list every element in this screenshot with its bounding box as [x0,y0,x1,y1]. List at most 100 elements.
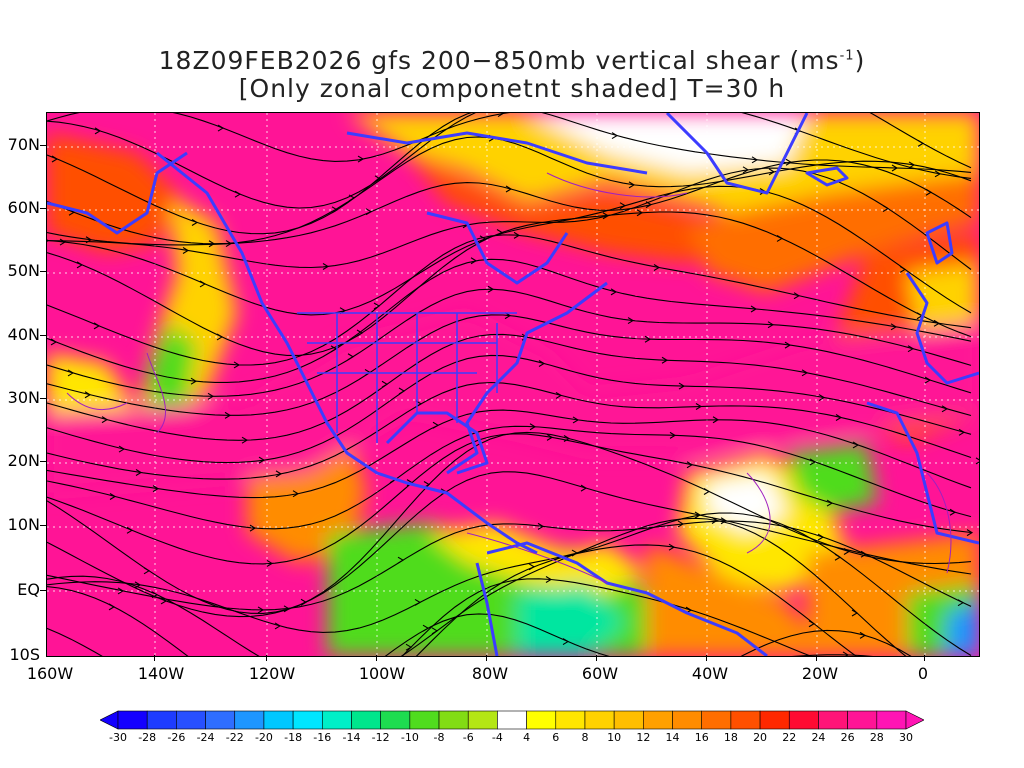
streamline [47,431,972,614]
streamline-arrow [834,553,842,561]
colorbar-swatch [321,710,352,730]
streamline-arrow [94,127,102,135]
coast-greenland [665,113,809,195]
streamline-arrow [695,403,703,410]
streamline-arrow [555,391,563,399]
streamline [740,629,912,656]
streamline-arrow [224,411,232,419]
streamline-arrow [669,431,677,439]
lat-tick [40,335,46,336]
streamline-arrow [405,643,413,651]
streamline-arrow [432,421,440,429]
lon-tick [596,655,597,661]
colorbar-tick-label: -18 [284,731,303,744]
streamline-arrow [925,188,933,196]
streamline-arrow [357,155,365,163]
field-atl-orange [647,543,827,656]
colorbar-swatch [117,710,148,730]
streamline-arrow [627,317,635,325]
coast-iceland [805,166,849,187]
streamline-arrow [207,392,215,400]
streamline-arrow [537,522,545,530]
streamline-arrow [572,416,580,424]
streamline-arrow [966,529,974,537]
streamline-arrow [199,280,207,288]
colorbar-tick-label: 16 [694,731,709,744]
lat-tick [40,590,46,591]
streamline-arrow [497,113,505,118]
streamline-arrow [776,234,784,242]
streamline-arrow [117,587,125,595]
state-borders [297,312,517,443]
streamline-arrow [67,369,75,377]
streamline-arrow [143,567,151,575]
streamline-arrow [852,441,860,449]
streamline-arrow [381,380,389,388]
streamlines [47,113,979,656]
coast-na-east [446,281,608,475]
colorbar-tick-label: 10 [607,731,622,744]
colorbar-tick-label: -22 [225,731,244,744]
streamline-arrow [751,156,759,164]
lat-label-20n: 20N [7,451,40,470]
colorbar-swatch [146,710,177,730]
streamline-arrow [190,377,198,385]
streamline-arrow [742,166,750,174]
streamline-arrow [890,323,898,331]
streamline-arrow [233,361,241,369]
lat-label-40n: 40N [7,325,40,344]
streamline-arrow [538,360,546,367]
streamline-arrow [487,285,495,293]
lat-label-70n: 70N [7,135,40,154]
lon-tick [266,655,267,661]
title-unit-superscript: -1 [839,48,855,64]
shear-map [47,113,979,656]
lon-label-120w: 120W [248,664,296,683]
field-jet-core [47,313,979,493]
streamline-arrow [365,208,373,216]
field-atl-white [707,473,787,533]
streamline-arrow [529,423,537,431]
colorbar-tick-label: -26 [167,731,186,744]
streamline [47,333,972,441]
streamline-arrow [677,520,685,528]
lat-tick [40,461,46,462]
streamline-arrow [225,240,233,248]
streamline-arrow [479,235,487,243]
streamline-arrow [941,405,949,413]
streamline-arrow [661,356,669,364]
coast-gulf [385,411,489,475]
streamline-arrow [151,591,159,599]
streamline-arrow [470,257,478,265]
streamline-arrow [330,345,338,353]
colorbar-swatch [876,710,907,730]
streamline [47,578,812,656]
coast-hudson [426,211,569,285]
lat-label-60n: 60N [7,198,40,217]
colorbar-tick-label: -28 [138,731,157,744]
coastlines [47,113,979,656]
streamline [47,159,972,246]
streamline-arrow [258,456,266,464]
colorbar-swatch [643,710,673,730]
streamline-arrow [712,416,720,424]
colorbar-tick-label: -8 [433,731,445,744]
streamline [47,288,972,397]
streamline-arrow [505,185,513,193]
colorbar-swatch [672,710,703,730]
coast-alaska [47,151,188,235]
field-se-blue [947,603,979,656]
colorbar-swatch [847,710,878,730]
coast-na-west [156,151,538,555]
streamline-arrow [373,302,381,310]
streamline-arrow [653,263,661,271]
lon-tick [376,655,377,661]
streamline-arrow [422,624,430,632]
streamline-arrow [208,240,216,248]
colorbar-tick-label: 14 [665,731,680,744]
streamline-arrow [397,556,405,564]
streamline-arrow [347,353,355,361]
streamline [47,512,972,656]
colorbar-swatch [438,710,469,730]
lat-tick [40,525,46,526]
